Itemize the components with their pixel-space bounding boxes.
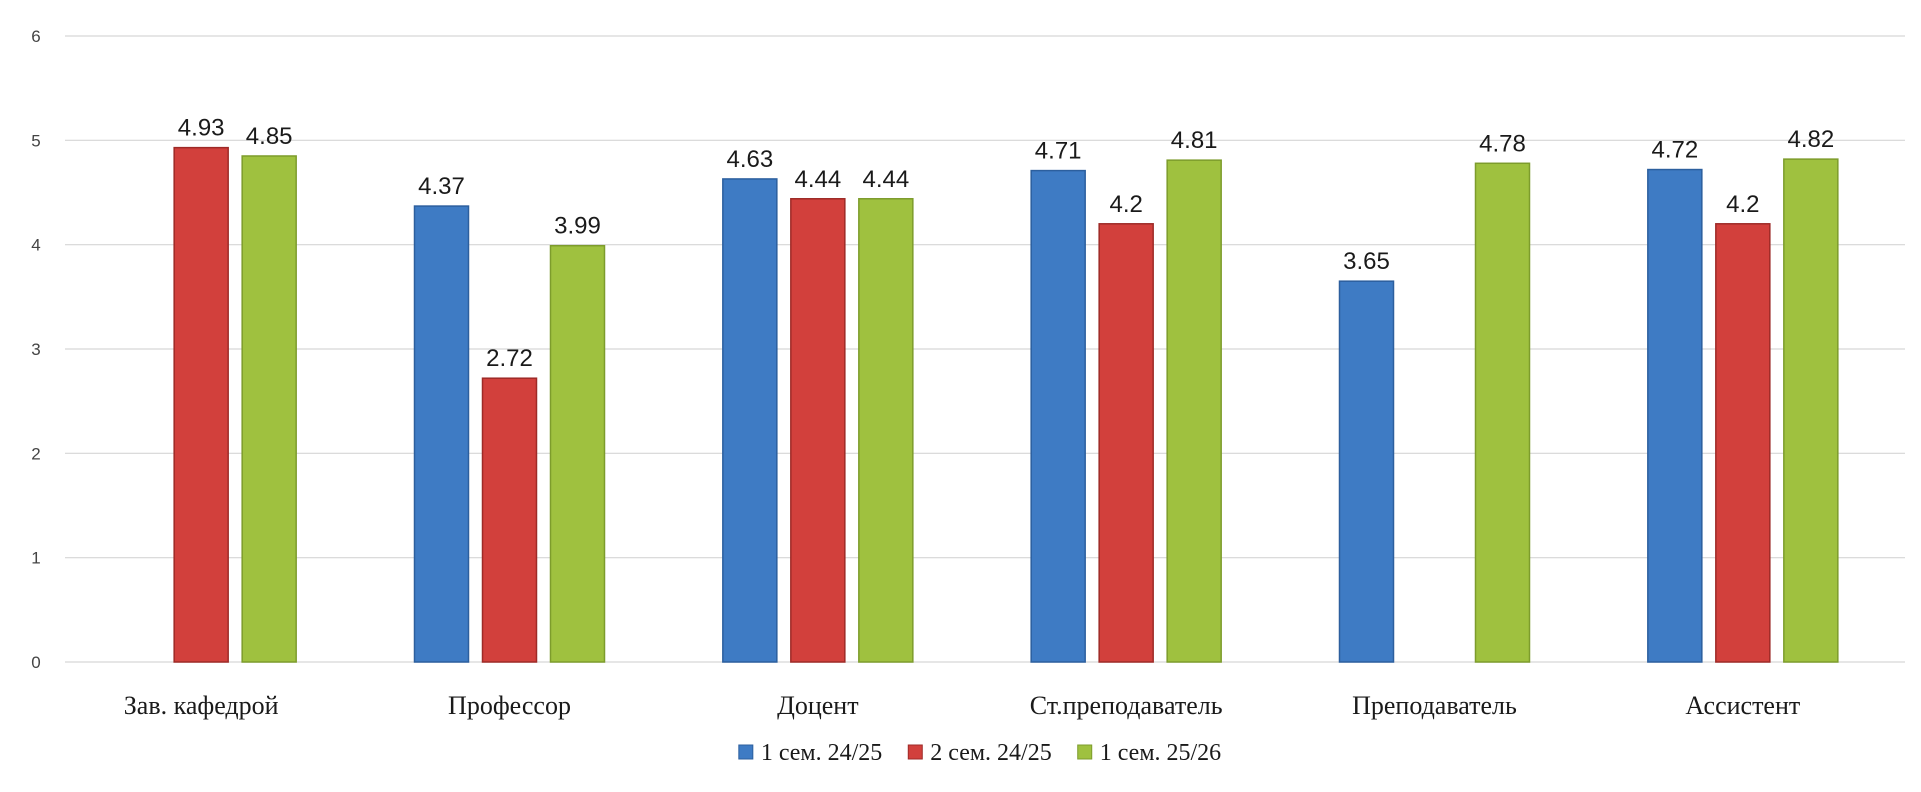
bar <box>549 244 606 663</box>
data-labels: 4.93 4.85 4.37 2.72 3.99 4.63 4.44 4.44 4.71 4.2 4… <box>178 115 1834 373</box>
bar <box>413 205 470 663</box>
x-category-label: Доцент <box>777 691 858 720</box>
y-tick-label: 0 <box>31 653 40 672</box>
bar <box>1474 162 1531 663</box>
bars <box>173 146 1839 663</box>
x-axis-categories: Зав. кафедрой Профессор Доцент Ст.преподава… <box>124 691 1800 720</box>
y-tick-label: 5 <box>31 131 40 150</box>
x-category-label: Ассистент <box>1685 691 1800 720</box>
data-label: 4.81 <box>1171 127 1218 154</box>
y-tick-label: 4 <box>31 236 40 255</box>
bar <box>1338 280 1395 663</box>
data-label: 4.44 <box>862 166 909 193</box>
x-category-label: Профессор <box>448 691 571 720</box>
data-label: 4.85 <box>246 123 293 150</box>
bar <box>790 198 846 663</box>
y-tick-label: 3 <box>31 340 40 359</box>
x-category-label: Ст.преподаватель <box>1030 691 1223 720</box>
bar <box>722 178 778 663</box>
data-label: 4.37 <box>418 173 465 200</box>
data-label: 4.2 <box>1109 191 1142 218</box>
data-label: 4.82 <box>1787 126 1834 153</box>
x-category-label: Зав. кафедрой <box>124 691 279 720</box>
data-label: 4.44 <box>794 166 841 193</box>
data-label: 3.99 <box>554 213 601 240</box>
legend-item: 2 сем. 24/25 <box>907 740 1052 766</box>
legend-item: 1 сем. 25/26 <box>1077 740 1221 766</box>
data-label: 3.65 <box>1343 248 1390 275</box>
y-tick-label: 2 <box>31 444 40 463</box>
bar <box>1783 158 1839 663</box>
bar <box>1166 159 1222 663</box>
data-label: 4.93 <box>178 115 225 142</box>
data-label: 2.72 <box>486 345 533 372</box>
legend-swatch <box>1077 744 1093 760</box>
data-label: 4.63 <box>726 146 773 173</box>
bar <box>173 146 229 663</box>
data-label: 4.78 <box>1479 130 1526 157</box>
legend-label: 1 сем. 25/26 <box>1100 740 1221 766</box>
legend-swatch <box>907 744 923 760</box>
bar <box>1715 223 1771 663</box>
gridlines <box>65 35 1905 663</box>
legend-item: 1 сем. 24/25 <box>738 740 882 766</box>
bar <box>1030 169 1086 663</box>
y-tick-label: 6 <box>31 27 40 46</box>
data-label: 4.72 <box>1651 137 1698 164</box>
data-label: 4.2 <box>1726 191 1759 218</box>
legend-swatch <box>738 744 754 760</box>
y-axis-ticks: 0 1 2 3 4 5 6 <box>31 27 40 672</box>
legend-label: 2 сем. 24/25 <box>930 740 1051 766</box>
bar <box>1098 223 1154 663</box>
bar <box>241 155 297 663</box>
bar <box>1647 168 1703 663</box>
y-tick-label: 1 <box>31 549 40 568</box>
data-label: 4.71 <box>1035 138 1082 165</box>
legend: 1 сем. 24/25 2 сем. 24/25 1 сем. 25/26 <box>738 740 1221 766</box>
legend-label: 1 сем. 24/25 <box>761 740 882 766</box>
bar <box>858 198 914 663</box>
bar <box>481 377 538 663</box>
x-category-label: Преподаватель <box>1352 691 1517 720</box>
